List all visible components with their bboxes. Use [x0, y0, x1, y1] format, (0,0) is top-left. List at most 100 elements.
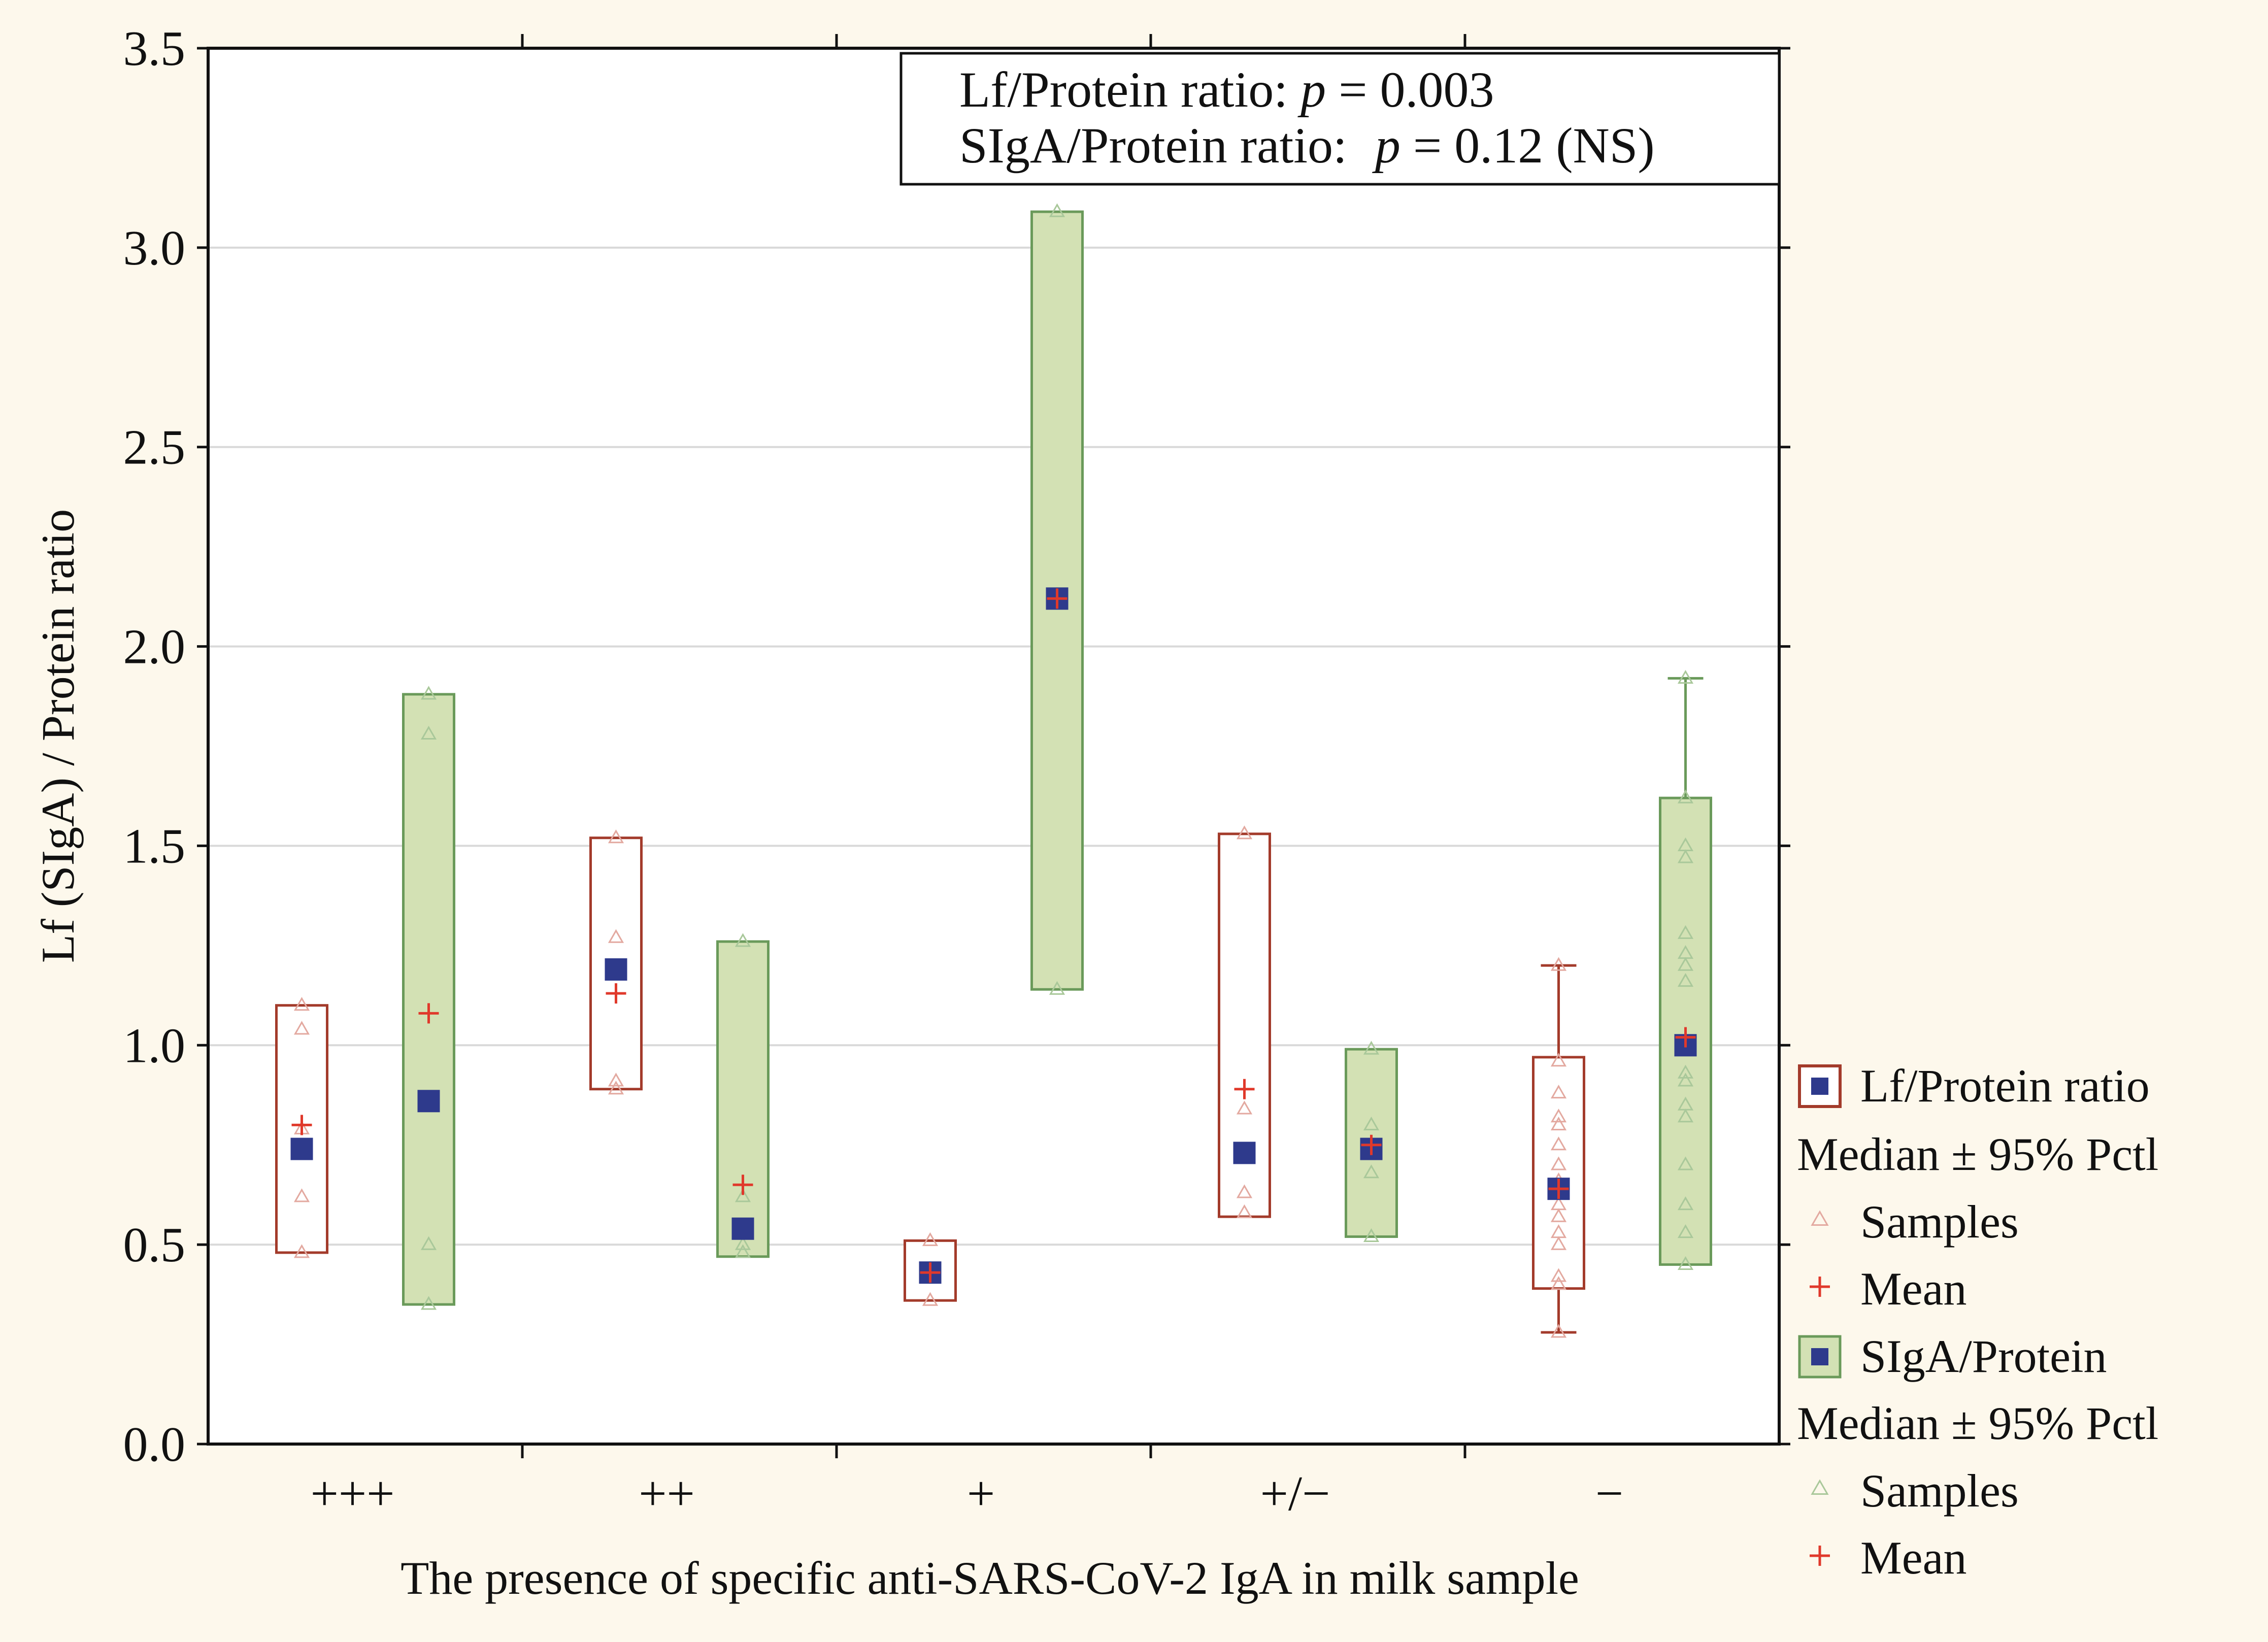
lf-group-0-sample-1	[293, 1188, 310, 1202]
lf-group-0	[275, 997, 328, 1258]
siga-group-2-mean	[1047, 588, 1068, 609]
siga-group-4-sample-0	[1677, 1256, 1694, 1270]
stats-line-1-p: p	[1297, 61, 1326, 118]
lf-group-1-median	[605, 958, 627, 981]
legend-entry-2-swatch	[1811, 1210, 1829, 1226]
siga-group-3-box	[1345, 1048, 1398, 1238]
siga-group-4	[1659, 669, 1712, 1270]
legend-entry-2: Samples	[1811, 1196, 2019, 1248]
lf-group-3-sample-1	[1236, 1184, 1253, 1198]
legend-entry-6: Samples	[1811, 1465, 2019, 1517]
lf-group-4-sample-3	[1550, 1236, 1567, 1250]
siga-group-0-sample-3	[420, 686, 437, 700]
siga-group-3-sample-1	[1363, 1164, 1380, 1179]
lf-group-2-mean	[920, 1262, 941, 1283]
legend-entry-0-swatch-median	[1811, 1078, 1828, 1095]
lf-group-1-sample-0	[608, 1081, 624, 1095]
siga-group-4-sample-3	[1677, 1156, 1694, 1170]
x-tick-label-4: −	[1595, 1466, 1623, 1521]
stats-annotation: Lf/Protein ratio: p = 0.003 SIgA/Protein…	[899, 52, 1781, 186]
siga-group-4-sample-14	[1677, 837, 1694, 851]
siga-group-4-sample-16	[1677, 669, 1694, 684]
stats-annotation-frame	[899, 52, 1781, 186]
lf-group-3-median	[1233, 1142, 1256, 1164]
legend-entry-5: Median ± 95% Pctl	[1797, 1397, 2158, 1449]
lf-group-4-sample-2	[1550, 1268, 1567, 1282]
siga-group-0-box	[402, 693, 455, 1306]
siga-group-4-sample-7	[1677, 1064, 1694, 1079]
legend-entry-3-swatch	[1810, 1277, 1830, 1297]
siga-group-2-sample-0	[1049, 981, 1065, 995]
lf-group-3-sample-0	[1236, 1204, 1253, 1218]
siga-group-1-box	[716, 940, 770, 1258]
stats-line-2-value: = 0.12 (NS)	[1400, 117, 1655, 174]
lf-group-0-sample-3	[293, 997, 310, 1011]
siga-group-3-sample-0	[1363, 1228, 1380, 1242]
y-axis-title: Lf (SIgA) / Protein ratio	[32, 509, 84, 963]
lf-group-1-sample-1	[608, 1073, 624, 1087]
y-tick-label-0: 0.0	[123, 1417, 186, 1472]
siga-group-0-sample-2	[420, 725, 437, 740]
lf-group-3-sample-3	[1236, 825, 1253, 840]
siga-group-4-sample-15	[1677, 789, 1694, 803]
lf-group-4	[1532, 957, 1585, 1338]
lf-group-4-sample-1	[1550, 1276, 1567, 1290]
legend-entry-0: Lf/Protein ratio	[1798, 1060, 2150, 1112]
x-axis-title: The presence of specific anti-SARS-CoV-2…	[401, 1552, 1579, 1604]
x-tick-label-3: +/−	[1260, 1466, 1330, 1521]
legend-entry-1-label: Median ± 95% Pctl	[1797, 1128, 2158, 1180]
siga-group-4-sample-12	[1677, 925, 1694, 939]
siga-group-2	[1030, 203, 1084, 995]
legend: Lf/Protein ratio Median ± 95% Pctl Samples…	[1797, 1060, 2158, 1584]
siga-group-4-sample-5	[1677, 1096, 1694, 1111]
siga-group-1-sample-2	[735, 1188, 751, 1202]
siga-group-0-sample-0	[420, 1296, 437, 1310]
lf-group-1-sample-3	[608, 929, 624, 943]
stats-line-1: Lf/Protein ratio: p = 0.003	[959, 61, 1494, 118]
lf-group-4-sample-6	[1550, 1196, 1567, 1211]
siga-group-1-sample-0	[735, 1244, 751, 1258]
y-tick-label-5: 2.5	[123, 420, 186, 475]
lf-group-4-mean	[1548, 1179, 1569, 1199]
legend-entry-3: Mean	[1810, 1263, 1966, 1315]
plot-frame	[207, 47, 1781, 1446]
legend-entry-7: Mean	[1810, 1532, 1966, 1584]
siga-group-1-sample-1	[735, 1236, 751, 1250]
legend-entry-3-label: Mean	[1860, 1263, 1966, 1315]
lf-group-0-sample-0	[293, 1244, 310, 1258]
lf-group-2-sample-0	[922, 1292, 939, 1306]
lf-group-4-sample-5	[1550, 1208, 1567, 1222]
legend-entry-6-swatch	[1811, 1479, 1829, 1495]
lf-group-4-sample-0	[1550, 1324, 1567, 1338]
lf-group-2-box	[904, 1239, 957, 1302]
legend-entry-7-label: Mean	[1860, 1532, 1966, 1584]
siga-group-1-sample-3	[735, 933, 751, 947]
siga-group-3-sample-3	[1363, 1041, 1380, 1055]
siga-group-1	[716, 933, 770, 1258]
siga-group-4-sample-11	[1677, 945, 1694, 959]
siga-group-2-sample-1	[1049, 203, 1065, 217]
legend-entry-4-swatch-median	[1811, 1348, 1828, 1365]
lf-group-1	[589, 829, 643, 1095]
lf-group-4-sample-10	[1550, 1116, 1567, 1130]
siga-group-4-sample-2	[1677, 1196, 1694, 1211]
lf-group-0-sample-2	[293, 1021, 310, 1035]
siga-group-4-sample-6	[1677, 1073, 1694, 1087]
y-tick-label-7: 3.5	[123, 21, 186, 76]
siga-group-3-sample-2	[1363, 1116, 1380, 1130]
siga-group-4-sample-4	[1677, 1109, 1694, 1123]
lf-group-4-sample-11	[1550, 1109, 1567, 1123]
siga-group-1-mean	[732, 1175, 753, 1195]
lf-group-0-mean	[291, 1115, 312, 1135]
legend-entry-4: SIgA/Protein	[1798, 1330, 2107, 1382]
lf-group-3	[1218, 825, 1271, 1218]
siga-group-4-sample-1	[1677, 1224, 1694, 1238]
lf-group-0-median	[290, 1137, 313, 1160]
siga-group-4-sample-10	[1677, 957, 1694, 971]
legend-entry-0-label: Lf/Protein ratio	[1860, 1060, 2150, 1112]
siga-group-4-sample-13	[1677, 849, 1694, 863]
y-tick-label-1: 0.5	[123, 1218, 186, 1272]
plot-area: 0.00.51.01.52.02.53.03.5+++ ++ + +/− −	[123, 21, 1790, 1521]
lf-group-4-sample-12	[1550, 1084, 1567, 1099]
